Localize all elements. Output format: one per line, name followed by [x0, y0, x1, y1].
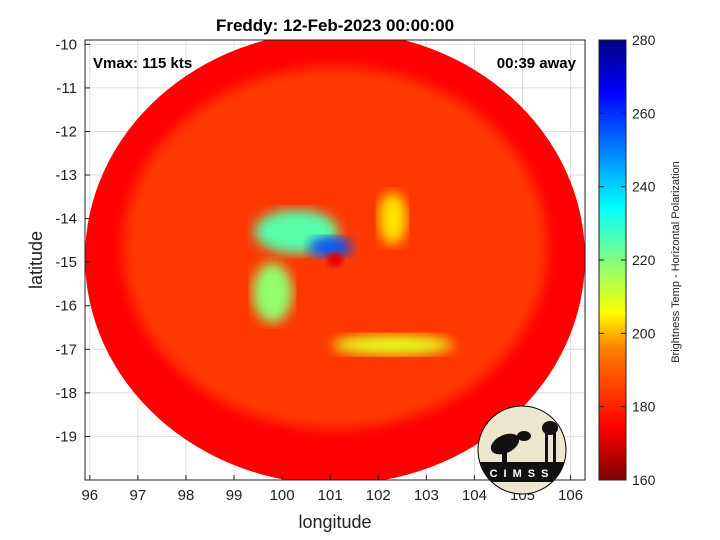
satellite-dish-icon	[490, 433, 520, 455]
vmax-label: Vmax: 115 kts	[93, 55, 192, 72]
colorbar-tick-label: 180	[632, 399, 656, 415]
x-tick-label: 100	[270, 487, 295, 504]
colorbar-tick-label: 280	[632, 32, 656, 48]
y-tick-label: -15	[55, 254, 77, 271]
x-tick-label: 106	[558, 487, 583, 504]
y-tick-label: -12	[55, 123, 77, 140]
colorbar: 160 180 200 220 240 260 280 Brightness Temp - …	[598, 32, 682, 488]
time-away-label: 00:39 away	[497, 55, 577, 72]
colorbar-tick-label: 200	[632, 325, 656, 341]
y-tick-label: -19	[55, 428, 77, 445]
microwave-swath	[85, 40, 585, 480]
y-tick-label: -17	[55, 341, 77, 358]
y-tick-label: -18	[55, 385, 77, 402]
x-tick-label: 102	[366, 487, 391, 504]
y-tick-label: -10	[55, 36, 77, 53]
feature-eye	[327, 253, 343, 267]
x-tick-label: 104	[462, 487, 487, 504]
colorbar-ticks: 160 180 200 220 240 260 280	[599, 32, 656, 488]
y-tick-label: -11	[56, 80, 77, 97]
feature-southern-band	[332, 334, 453, 355]
colorbar-tick-label: 160	[632, 472, 656, 488]
colorbar-label: Brightness Temp - Horizontal Polarizatio…	[670, 161, 682, 363]
y-tick-label: -16	[55, 298, 77, 315]
feature-western-band	[252, 262, 293, 323]
x-tick-label: 96	[81, 487, 98, 504]
water-tower-icon	[545, 430, 548, 466]
plot-frame	[84, 39, 586, 481]
chart-title: Freddy: 12-Feb-2023 00:00:00	[216, 16, 454, 35]
y-axis: -10 -11 -12 -13 -14 -15 -16 -17 -18 -19	[55, 36, 90, 445]
x-axis-label: longitude	[298, 512, 371, 532]
y-axis-label: latitude	[26, 231, 46, 289]
cimss-logo: CIMSS	[477, 405, 567, 495]
colorbar-tick-label: 240	[632, 179, 656, 195]
x-tick-label: 99	[226, 487, 243, 504]
x-tick-label: 97	[130, 487, 147, 504]
y-tick-label: -14	[55, 211, 77, 228]
x-tick-label: 101	[318, 487, 343, 504]
colorbar-tick-label: 220	[632, 252, 656, 268]
x-tick-label: 103	[414, 487, 439, 504]
feature-eyewall	[308, 236, 353, 257]
logo-text: CIMSS	[490, 468, 555, 480]
feature-northeast-band	[378, 192, 407, 245]
colorbar-tick-label: 260	[632, 105, 656, 121]
y-tick-label: -13	[55, 167, 77, 184]
x-tick-label: 98	[178, 487, 195, 504]
